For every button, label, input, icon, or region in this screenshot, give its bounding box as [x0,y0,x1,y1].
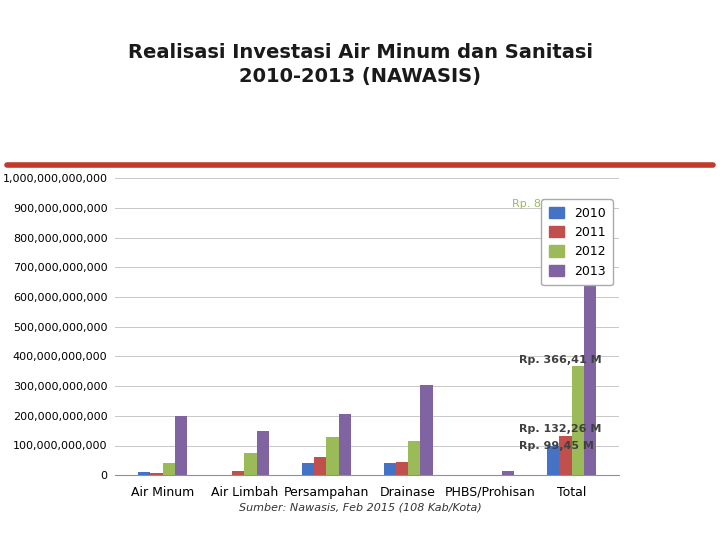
Bar [314,457,326,475]
Text: Realisasi Investasi Air Minum dan Sanitasi
2010-2013 (NAWASIS): Realisasi Investasi Air Minum dan Sanita… [127,43,593,86]
Bar [245,453,257,475]
Bar [326,436,338,475]
Bar [338,414,351,475]
Text: Rp. 99,45 M: Rp. 99,45 M [518,441,593,451]
Text: Sumber: Nawasis, Feb 2015 (108 Kab/Kota): Sumber: Nawasis, Feb 2015 (108 Kab/Kota) [238,503,482,513]
Bar [150,473,163,475]
Bar [384,463,396,475]
Bar [559,436,572,475]
Bar [572,366,584,475]
Bar [420,384,433,475]
Bar [163,463,175,475]
Bar [257,431,269,475]
Legend: 2010, 2011, 2012, 2013: 2010, 2011, 2012, 2013 [541,199,613,285]
Bar [584,214,596,475]
Bar [138,472,150,475]
Bar [396,462,408,475]
Bar [302,463,314,475]
Bar [503,471,515,475]
Bar [232,471,245,475]
Text: Rp. 132,26 M: Rp. 132,26 M [518,424,601,435]
Text: Rp. 877,57 M: Rp. 877,57 M [512,199,586,209]
Text: Rp. 366,41 M: Rp. 366,41 M [518,355,601,365]
Bar [547,446,559,475]
Bar [175,416,187,475]
Bar [408,441,420,475]
